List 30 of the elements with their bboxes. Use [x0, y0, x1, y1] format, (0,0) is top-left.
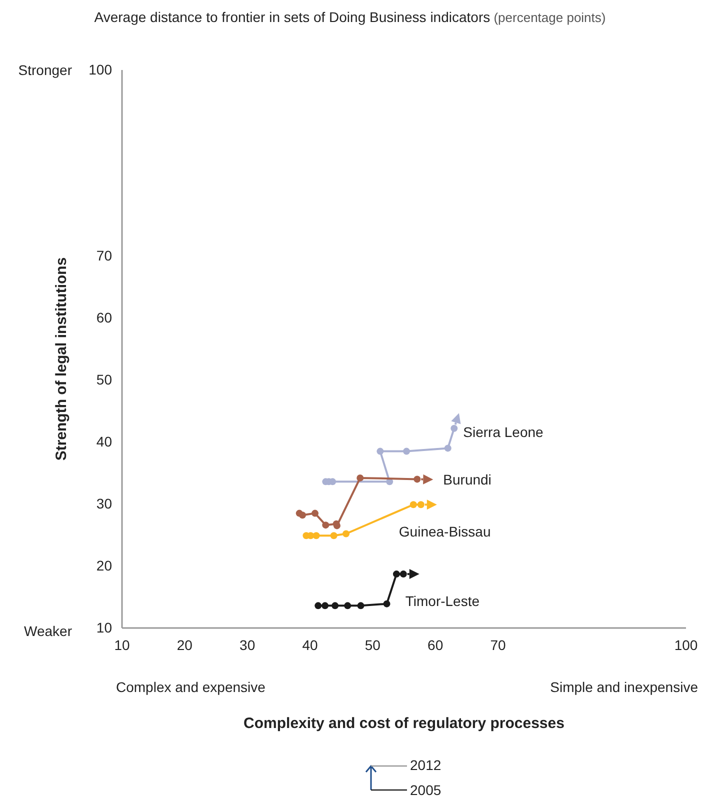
text: Simple and inexpensive [550, 679, 698, 695]
legend-label: Sierra Leone [463, 424, 544, 440]
x-tick-label: 50 [364, 636, 381, 653]
text: Weaker [24, 623, 72, 639]
legend-label: Timor-Leste [405, 593, 480, 610]
text: Complex and expensive [116, 679, 266, 695]
y-tick-label: 30 [96, 495, 112, 512]
x-tick-label: 10 [114, 636, 130, 653]
y-tick-label: 60 [96, 309, 112, 326]
x-tick-label: 100 [674, 636, 698, 653]
chart-subtitle: (percentage points) [490, 10, 606, 25]
x-tick-label: 30 [240, 636, 256, 653]
x-tick-label: 20 [176, 636, 193, 653]
chart-title: Average distance to frontier in sets of Doing Business indicators [94, 9, 490, 25]
y-tick-label: 20 [96, 557, 112, 574]
x-tick-label: 40 [302, 636, 318, 653]
x-axis-title: Complexity and cost of regulatory processes [244, 715, 564, 732]
series-label: Burundi [443, 471, 492, 488]
text: 2005 [410, 782, 442, 798]
y-tick-label: 100 [88, 61, 112, 78]
y-axis-title: Strength of legal institutions [53, 257, 70, 461]
y-tick-label: 10 [96, 619, 112, 636]
x-tick-label: 70 [490, 636, 506, 653]
legend-label: Guinea-Bissau [398, 524, 491, 540]
text: Stronger [18, 62, 72, 78]
text: 2012 [410, 757, 442, 773]
y-tick-label: 50 [96, 371, 112, 388]
y-tick-label: 40 [96, 433, 112, 450]
y-tick-label: 70 [96, 247, 112, 264]
x-tick-label: 60 [428, 636, 444, 653]
